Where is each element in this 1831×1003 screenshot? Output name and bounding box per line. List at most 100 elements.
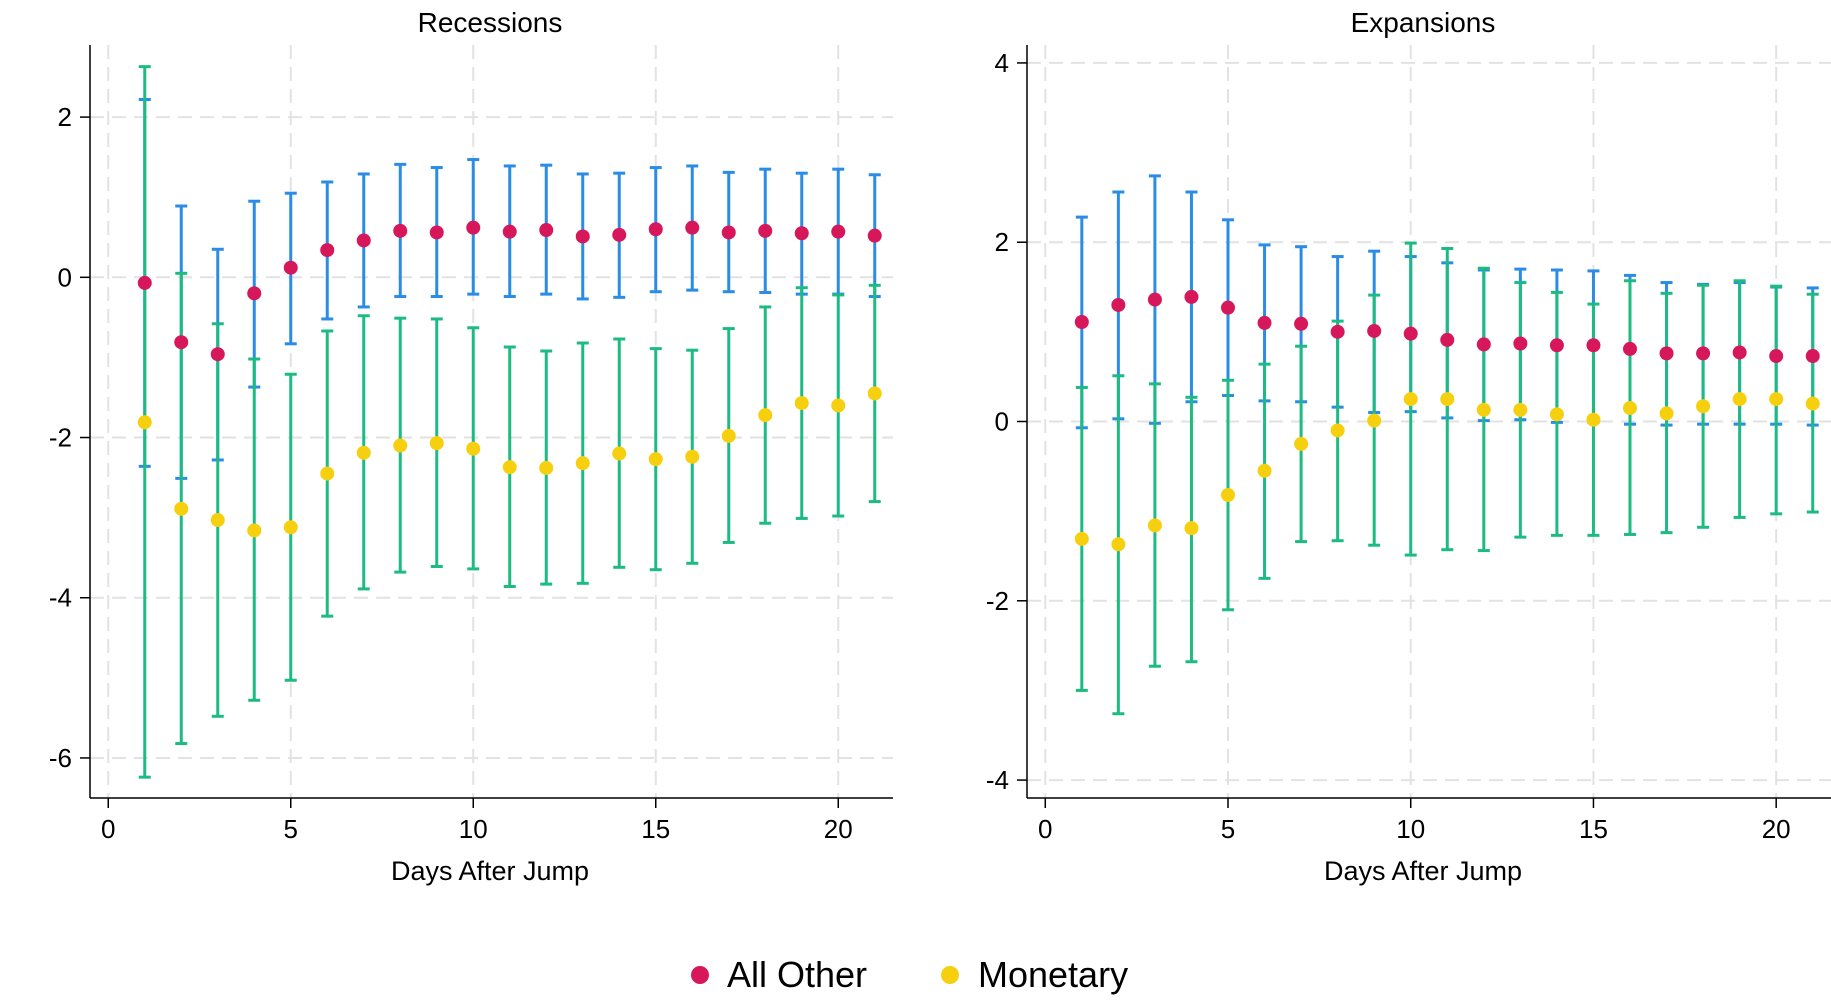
expansions-all-other-point — [1586, 338, 1601, 353]
expansions-monetary-point — [1111, 537, 1126, 552]
expansions-y-tick-label: -2 — [986, 586, 1009, 616]
recessions-all-other-point — [575, 229, 590, 244]
expansions-monetary-point — [1732, 392, 1747, 407]
recessions-all-other-point — [174, 335, 189, 350]
recessions-all-other-point — [210, 347, 225, 362]
expansions-all-other-point — [1513, 336, 1528, 351]
recessions-monetary-point — [320, 466, 335, 481]
legend-marker-all-other — [691, 966, 709, 984]
expansions-all-other-point — [1111, 297, 1126, 312]
expansions-all-other-point — [1294, 316, 1309, 331]
expansions-monetary-point — [1257, 463, 1272, 478]
expansions-y-tick-label: 0 — [995, 407, 1009, 437]
recessions-monetary-point — [466, 441, 481, 456]
recessions-y-tick-label: 2 — [58, 102, 72, 132]
recessions-all-other-point — [612, 227, 627, 242]
recessions-monetary-point — [393, 438, 408, 453]
expansions-x-tick-label: 5 — [1221, 814, 1235, 844]
recessions-y-tick-label: 0 — [58, 262, 72, 292]
expansions-x-tick-label: 10 — [1396, 814, 1425, 844]
expansions-monetary-point — [1440, 392, 1455, 407]
expansions-all-other-point — [1147, 292, 1162, 307]
legend-label-monetary: Monetary — [978, 954, 1128, 995]
recessions-x-tick-label: 0 — [101, 814, 115, 844]
expansions-monetary-point — [1805, 396, 1820, 411]
recessions-all-other-point — [502, 224, 517, 239]
recessions-monetary-point — [794, 396, 809, 411]
recessions-monetary-point — [612, 446, 627, 461]
expansions-all-other-point — [1184, 289, 1199, 304]
expansions-monetary-point — [1074, 531, 1089, 546]
expansions-all-other-point — [1696, 346, 1711, 361]
expansions-y-tick-label: 4 — [995, 48, 1009, 78]
expansions-all-other-point — [1074, 314, 1089, 329]
recessions-monetary-point — [137, 415, 152, 430]
recessions-y-tick-label: -6 — [49, 743, 72, 773]
recessions-x-tick-label: 15 — [641, 814, 670, 844]
recessions-all-other-point — [721, 225, 736, 240]
expansions-monetary-point — [1549, 407, 1564, 422]
expansions-all-other-point — [1221, 300, 1235, 315]
expansions-monetary-point — [1586, 412, 1601, 427]
chart-legend: All Other Monetary — [691, 954, 1128, 995]
expansions-monetary-point — [1403, 392, 1418, 407]
recessions-all-other-point — [393, 223, 408, 238]
recessions-monetary-point — [429, 436, 444, 451]
expansions-monetary-point — [1221, 488, 1235, 503]
expansions-monetary-point — [1476, 402, 1491, 417]
expansions-monetary-point — [1769, 392, 1784, 407]
recessions-all-other-point — [758, 223, 773, 238]
expansions-x-tick-label: 15 — [1579, 814, 1608, 844]
expansions-monetary-point — [1623, 401, 1637, 416]
expansions-all-other-point — [1769, 349, 1784, 364]
expansions-monetary-point — [1367, 413, 1382, 428]
expansions-x-tick-label: 20 — [1762, 814, 1791, 844]
expansions-y-tick-label: 2 — [995, 227, 1009, 257]
expansions-all-other-point — [1440, 332, 1455, 347]
expansions-panel: Expansions Days After Jump -4 -2 0 2 4 0 5 10 15… — [986, 7, 1831, 886]
recessions-all-other-point — [356, 233, 371, 248]
expansions-monetary-point — [1696, 399, 1711, 414]
recessions-monetary-point — [210, 513, 225, 528]
recessions-all-other-point — [685, 220, 700, 235]
expansions-all-other-point — [1476, 337, 1491, 352]
recessions-monetary-point — [283, 520, 298, 535]
expansions-monetary-point — [1184, 521, 1199, 536]
recessions-monetary-point — [867, 386, 882, 401]
expansions-all-other-point — [1330, 324, 1345, 339]
recessions-all-other-point — [320, 243, 335, 258]
recessions-y-tick-label: -4 — [49, 583, 72, 613]
legend-marker-monetary — [941, 966, 959, 984]
expansions-monetary-point — [1513, 402, 1528, 417]
expansions-all-other-point — [1732, 345, 1747, 360]
recessions-all-other-point — [539, 223, 554, 238]
recessions-monetary-point — [721, 428, 736, 443]
expansions-monetary-point — [1330, 423, 1345, 438]
recessions-x-axis-label: Days After Jump — [391, 856, 589, 886]
expansions-monetary-point — [1659, 406, 1674, 421]
expansions-all-other-point — [1367, 323, 1382, 338]
recessions-monetary-point — [831, 398, 846, 413]
recessions-monetary-point — [685, 449, 700, 464]
recessions-monetary-point — [174, 501, 189, 516]
expansions-panel-title: Expansions — [1351, 7, 1496, 38]
recessions-monetary-point — [502, 460, 517, 475]
recessions-x-tick-label: 20 — [824, 814, 853, 844]
recessions-all-other-point — [283, 260, 298, 275]
expansions-monetary-point — [1294, 436, 1309, 451]
expansions-all-other-point — [1623, 341, 1637, 356]
recessions-monetary-point — [575, 456, 590, 471]
recessions-y-tick-label: -2 — [49, 423, 72, 453]
recessions-all-other-point — [429, 225, 444, 240]
recessions-x-tick-label: 10 — [459, 814, 488, 844]
recessions-all-other-point — [831, 224, 846, 239]
recessions-monetary-point — [648, 452, 663, 467]
expansions-all-other-point — [1805, 349, 1820, 364]
expansions-y-tick-label: -4 — [986, 765, 1009, 795]
recessions-all-other-point — [648, 222, 663, 237]
recessions-x-tick-label: 5 — [284, 814, 298, 844]
recessions-all-other-point — [466, 220, 481, 235]
recessions-monetary-point — [539, 460, 554, 475]
